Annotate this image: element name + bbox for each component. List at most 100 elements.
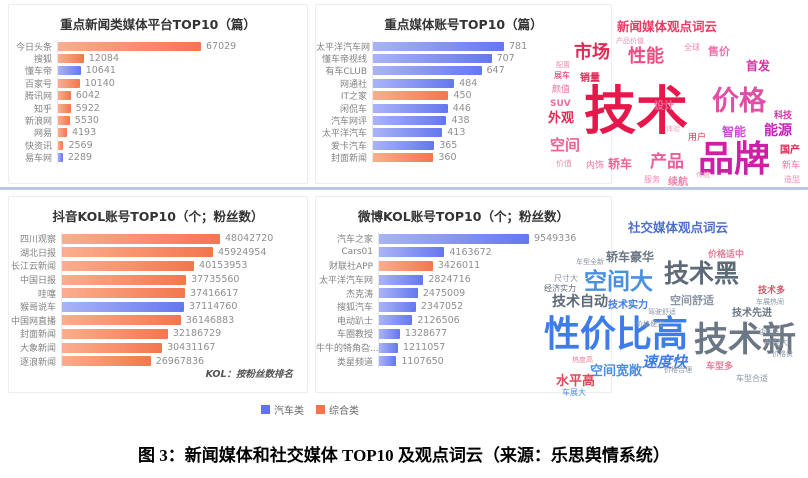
cloud-word: 空间宽敞 [590, 364, 643, 379]
bar-chart-douyin-kol: 四川观察 48042720 湖北日报 45924954 长江云新闻 40153953 中国日… [9, 232, 307, 368]
cloud-word: 性能 [628, 46, 664, 67]
value-label: 365 [439, 139, 458, 151]
cloud-word: 尺寸大 [554, 274, 578, 283]
category-label: 易车网 [24, 154, 52, 165]
legend-item: 综合类 [316, 402, 359, 417]
category-label: 百家号 [24, 79, 52, 90]
category-label: 有车CLUB [325, 67, 367, 78]
bar-row: 搜狐 12084 [9, 52, 307, 65]
cloud-word: 空间 [550, 136, 581, 154]
bar-row: 湖北日报 45924954 [9, 245, 307, 260]
bar [379, 288, 418, 299]
value-label: 6042 [75, 90, 101, 102]
value-label: 10140 [84, 77, 115, 89]
category-label: 知乎 [33, 104, 52, 115]
value-label: 37416617 [190, 287, 239, 299]
legend-swatch-icon [261, 405, 270, 414]
cloud-word: 技术新 [694, 320, 796, 360]
cloud-word: 空间舒适 [670, 294, 714, 307]
category-label: 中国网直播 [10, 316, 56, 327]
cloud-word: 展车 [554, 71, 570, 80]
bar-plot-area: 2569 [57, 139, 307, 152]
bar-row: 百家号 10140 [9, 77, 307, 90]
cloud-word: 价格合理 [664, 366, 692, 374]
bar [58, 116, 70, 126]
category-label: 搜狐汽车 [336, 303, 373, 314]
bar [373, 54, 492, 64]
value-label: 1328677 [404, 328, 448, 340]
bar-chart-news-platforms: 今日头条 67029 搜狐 12084 懂车帝 10641 百家号 10140 腾讯网 6042 知… [9, 40, 307, 164]
bar-row: 汽车网评 438 [316, 114, 611, 128]
bar [379, 301, 416, 312]
bar-plot-area: 1107650 [378, 354, 611, 368]
bar-row: 猴哥说车 37114760 [9, 299, 307, 314]
bar-plot-area: 413 [372, 126, 611, 140]
legend-label: 综合类 [329, 406, 359, 417]
bar [58, 153, 63, 163]
category-label: 太平洋汽车网 [318, 276, 373, 287]
social-wordcloud-title: 社交媒体观点词云 [628, 220, 729, 235]
bar-row: 爱卡汽车 365 [316, 139, 611, 152]
category-label: 懂车帝 [24, 67, 52, 78]
bar-row: 中国网直播 36146883 [9, 313, 307, 328]
category-label: Cars01 [341, 247, 373, 258]
bar-plot-area: 9549336 [378, 232, 611, 246]
cloud-word: 模型大 [764, 338, 788, 347]
bar-row: 牛牛的犄角旮... 1211057 [316, 340, 611, 355]
bar-row: 懂车帝视线 707 [316, 52, 611, 65]
bar-plot-area: 4193 [57, 126, 307, 140]
cloud-word: 产品 [650, 152, 684, 172]
bar [58, 54, 84, 64]
bar-row: 电动趴士 2126506 [316, 313, 611, 328]
bar [373, 66, 482, 76]
bar [373, 103, 448, 113]
bar-row: 腾讯网 6042 [9, 89, 307, 102]
bar [62, 274, 187, 285]
cloud-word: 技术黑 [664, 259, 740, 288]
cloud-word: 服务 [644, 175, 660, 184]
cloud-word: 技术先进 [732, 308, 772, 319]
value-label: 450 [453, 90, 472, 102]
category-label: 闲侃车 [339, 104, 367, 115]
value-label: 1211057 [403, 342, 446, 354]
value-label: 3426011 [437, 260, 481, 272]
bar-chart-weibo-kol: 汽车之家 9549336 Cars01 4163672 财联社APP 3426011 太平洋… [316, 232, 611, 368]
value-label: 5922 [75, 102, 100, 114]
legend-label: 汽车类 [274, 406, 304, 417]
cloud-word: 产品价值 [616, 37, 644, 45]
bar [373, 140, 435, 150]
bar-plot-area: 484 [372, 77, 611, 90]
value-label: 9549336 [534, 233, 577, 245]
category-label: 类星频道 [336, 357, 373, 368]
bar-plot-area: 2475009 [378, 286, 611, 300]
bar-plot-area: 37735560 [61, 272, 307, 287]
bar-plot-area: 26967836 [61, 354, 307, 368]
bar-plot-area: 10140 [57, 77, 307, 90]
bar-row: 中国日报 37735560 [9, 272, 307, 287]
cloud-word: 技术实力 [608, 300, 648, 311]
bar-plot-area: 37416617 [61, 286, 307, 300]
category-label: 财联社APP [328, 262, 373, 273]
bar-plot-area: 10641 [57, 64, 307, 78]
category-label: 逐浪新闻 [19, 357, 56, 368]
cloud-word: 车型多 [706, 362, 734, 372]
bar-chart-media-accounts: 太平洋汽车网 781 懂车帝视线 707 有车CLUB 647 网通社 484 IT之家 450 闲… [316, 40, 611, 164]
cloud-word: 价值 [556, 159, 572, 168]
bar [58, 91, 71, 101]
cloud-word: 车展大 [562, 388, 586, 397]
cloud-word: 水平高 [556, 374, 596, 389]
cloud-word: 科技 [774, 111, 793, 121]
cloud-word: 用户 [688, 133, 707, 143]
category-label: 新浪网 [24, 117, 52, 128]
value-label: 45924954 [218, 246, 267, 258]
bar [58, 41, 201, 51]
cloud-word: 销量 [580, 73, 600, 84]
category-label: 大象新闻 [19, 344, 56, 355]
bar-row: 汽车之家 9549336 [316, 232, 611, 246]
bar-row: 闲侃车 446 [316, 101, 611, 115]
category-label: 汽车网评 [330, 117, 367, 128]
bar-row: 网易 4193 [9, 126, 307, 140]
value-label: 4193 [71, 127, 97, 139]
value-label: 30431167 [167, 342, 216, 354]
bar-plot-area: 450 [372, 89, 611, 102]
